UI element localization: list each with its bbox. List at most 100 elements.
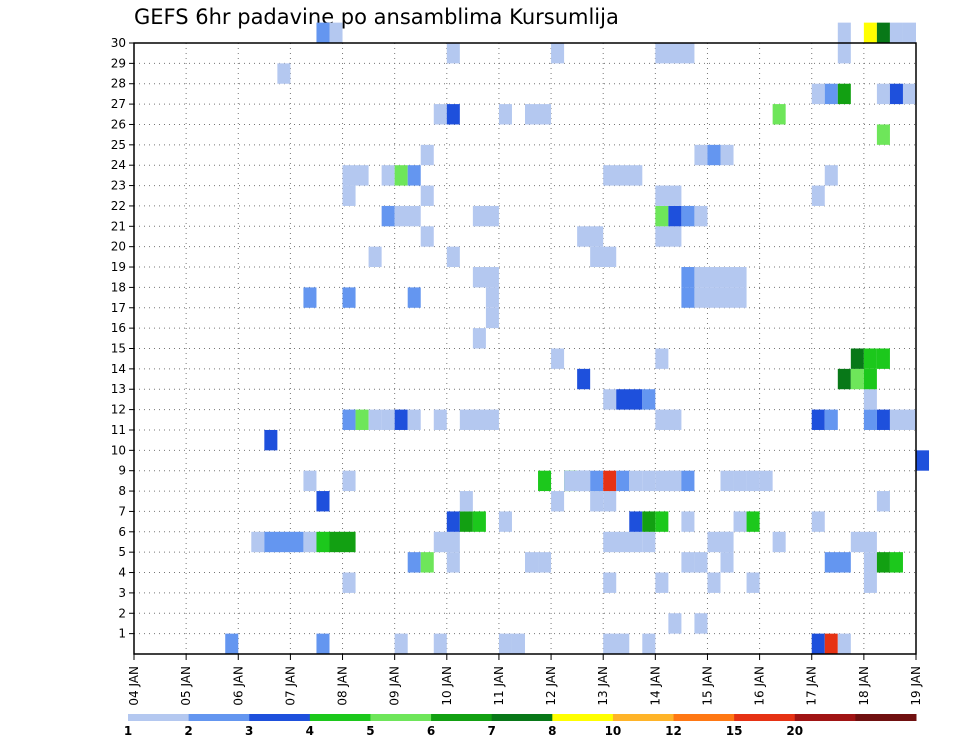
legend-swatch	[128, 714, 190, 721]
heatmap-cell	[603, 531, 643, 553]
heatmap-cell	[746, 470, 760, 492]
heatmap-cell	[655, 43, 695, 64]
heatmap-cell	[681, 470, 695, 492]
heatmap-cell	[668, 613, 682, 634]
heatmap-cell	[746, 572, 760, 593]
heatmap-cell	[720, 531, 734, 553]
heatmap-cell	[433, 633, 447, 654]
heatmap-cell	[824, 409, 838, 430]
heatmap-cell	[863, 552, 877, 573]
heatmap-cell	[694, 552, 708, 573]
heatmap-cell	[876, 409, 890, 430]
heatmap-cell	[303, 470, 317, 492]
heatmap-cell	[876, 22, 890, 43]
heatmap-cell	[733, 511, 747, 532]
heatmap-cell	[446, 552, 460, 573]
y-tick-label: 17	[111, 301, 126, 315]
legend-label: 1	[124, 724, 132, 738]
heatmap-cell	[837, 83, 851, 105]
heatmap-cell	[720, 552, 734, 573]
legend-label: 12	[665, 724, 682, 738]
y-tick-label: 8	[118, 484, 126, 498]
heatmap-cell	[342, 185, 356, 206]
legend-label: 20	[786, 724, 803, 738]
heatmap-cell	[342, 409, 356, 430]
heatmap-cell	[551, 491, 565, 512]
legend-label: 3	[245, 724, 253, 738]
heatmap-cell	[368, 246, 382, 268]
x-tick-label: 04 JAN	[127, 666, 141, 706]
heatmap-cell	[603, 633, 630, 654]
heatmap-cell	[316, 633, 330, 654]
y-tick-label: 18	[111, 280, 126, 294]
heatmap-cell	[681, 205, 695, 227]
heatmap-cell	[446, 246, 460, 268]
heatmap-cell	[329, 22, 343, 43]
heatmap-cell	[551, 43, 565, 64]
heatmap-cell	[655, 185, 682, 206]
legend-label: 8	[548, 724, 556, 738]
heatmap-cell	[277, 63, 291, 84]
x-tick-label: 17 JAN	[805, 666, 819, 706]
heatmap-cell	[342, 470, 356, 492]
heatmap-cell	[863, 572, 877, 593]
heatmap-cell	[420, 185, 434, 206]
heatmap-cell	[837, 368, 851, 390]
y-tick-label: 13	[111, 382, 126, 396]
legend-swatch	[855, 714, 917, 721]
heatmap-cell	[472, 328, 486, 349]
heatmap-cell	[694, 144, 708, 166]
heatmap-cell	[889, 83, 903, 105]
heatmap-cell	[824, 633, 838, 654]
heatmap-cell	[342, 165, 369, 186]
heatmap-cell	[876, 491, 890, 512]
legend-label: 5	[366, 724, 374, 738]
heatmap-cell	[811, 185, 825, 206]
x-tick-label: 13 JAN	[596, 666, 610, 706]
heatmap-cell	[316, 491, 330, 512]
y-tick-label: 25	[111, 138, 126, 152]
heatmap-cell	[525, 552, 539, 573]
heatmap-cell	[668, 205, 682, 227]
heatmap-cell	[590, 246, 617, 268]
heatmap-cell	[863, 368, 877, 390]
heatmap-cell	[694, 267, 747, 288]
legend-label: 6	[427, 724, 435, 738]
x-tick-label: 11 JAN	[492, 666, 506, 706]
heatmap-cell	[876, 83, 890, 105]
y-tick-label: 29	[111, 56, 126, 70]
heatmap-cell	[707, 572, 721, 593]
heatmap-cell	[850, 368, 864, 390]
y-axis: 1234567891011121314151617181920212223242…	[111, 36, 134, 641]
heatmap-cell	[459, 409, 499, 430]
y-tick-label: 3	[118, 586, 126, 600]
heatmap-cell	[303, 531, 317, 553]
heatmap-cell	[772, 104, 786, 125]
legend-swatch	[673, 714, 735, 721]
heatmap-cell	[459, 491, 473, 512]
y-tick-label: 14	[111, 362, 126, 376]
heatmap-cell	[603, 470, 617, 492]
heatmap-cell	[590, 470, 604, 492]
heatmap-cell	[251, 531, 265, 553]
heatmap-cell	[889, 22, 903, 43]
heatmap-cell	[824, 552, 851, 573]
heatmap-cell	[681, 267, 695, 288]
heatmap-cell	[498, 104, 512, 125]
heatmap-cell	[811, 409, 825, 430]
x-tick-label: 19 JAN	[909, 666, 923, 706]
heatmap-cell	[485, 287, 499, 308]
heatmap-cell	[590, 491, 604, 512]
heatmap-cell	[407, 552, 421, 573]
heatmap-cell	[420, 226, 434, 247]
x-tick-label: 12 JAN	[544, 666, 558, 706]
y-tick-label: 5	[118, 545, 126, 559]
heatmap-cell	[329, 531, 356, 553]
y-tick-label: 7	[118, 504, 126, 518]
heatmap-cell	[694, 205, 708, 227]
x-tick-label: 08 JAN	[336, 666, 350, 706]
heatmap-cell	[850, 348, 864, 369]
heatmap-cell	[342, 287, 356, 308]
y-tick-label: 30	[111, 36, 126, 50]
y-tick-label: 16	[111, 321, 126, 335]
